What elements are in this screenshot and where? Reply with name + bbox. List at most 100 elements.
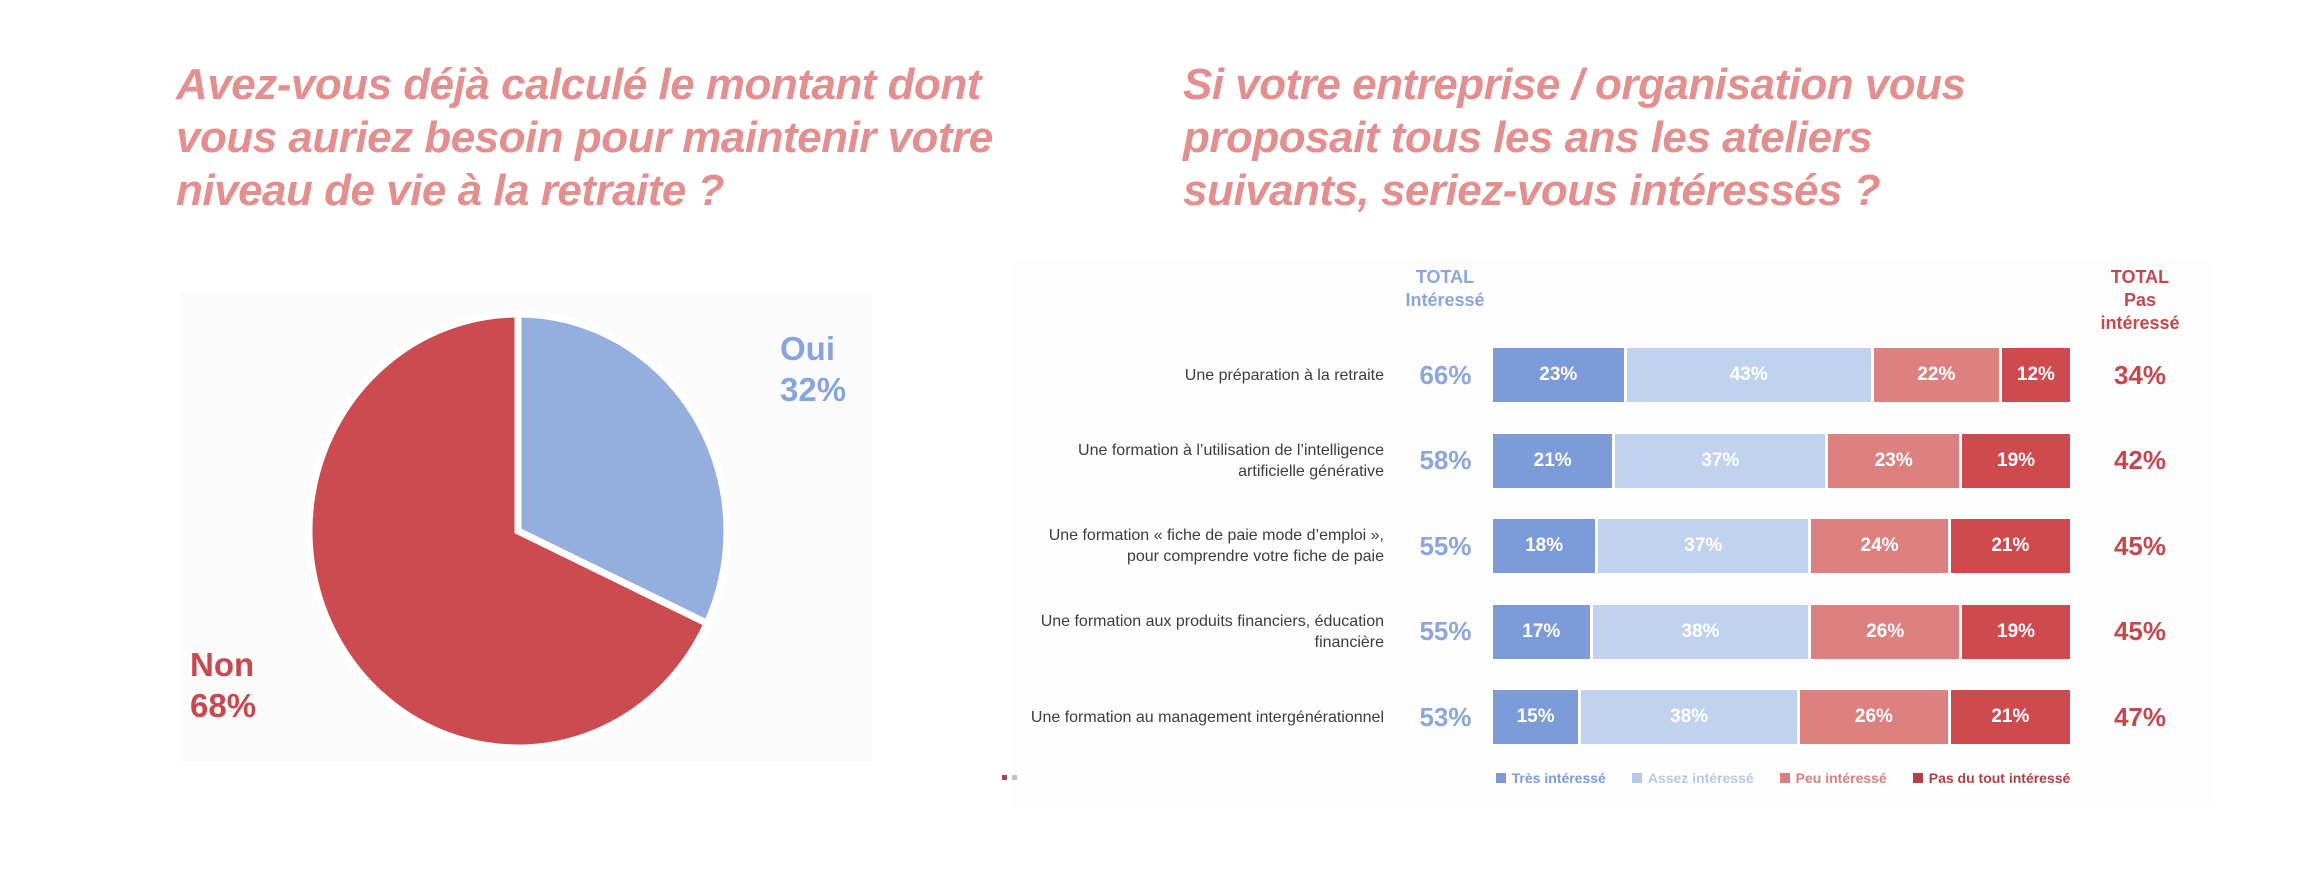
bar-segment: 37% [1612,433,1826,488]
pie-slice-non-name: Non [190,646,255,683]
legend-marker-icon [1912,773,1923,783]
bar-segment-value: 21% [1991,706,2030,727]
legend-marker-icon [1779,773,1790,783]
artifact-gray-square-icon [1012,775,1017,780]
bar-segment: 12% [1998,348,2070,402]
right-chart-title-line1: Si votre entreprise / organisation vous [1183,60,1966,109]
legend-item: Pas du tout intéressé [1912,770,2071,786]
bar-row: Une formation au management intergénérat… [1018,690,2210,744]
bar-row: Une préparation à la retraite 66% 23% 43%… [1018,348,2210,402]
pie-slice-oui [514,310,731,629]
bar-segment-value: 21% [1533,449,1572,471]
bar-segment-value: 37% [1684,535,1723,556]
total-interested-header: TOTAL Intéressé [1355,266,1535,312]
bar-segment-value: 21% [1991,535,2030,556]
pie-chart [305,310,731,752]
legend-item: Assez intéressé [1631,770,1754,786]
bar-segment: 15% [1493,690,1579,744]
bar-segment: 23% [1825,433,1960,488]
stacked-bar: 17% 38% 26% 19% [1493,604,2071,659]
total-not-interested-value: 45% [2113,530,2167,561]
category-label: Une préparation à la retraite [1184,366,1384,384]
total-interested-header-line2: Intéressé [1405,290,1485,310]
bar-segment-value: 18% [1525,535,1564,556]
bar-segment: 24% [1808,519,1948,573]
stacked-bar: 18% 37% 24% 21% [1493,519,2070,573]
left-chart-title-line2: vous auriez besoin pour maintenir votre [176,113,993,162]
bar-segment: 17% [1493,604,1590,659]
pie-slice-non-value: 68% [190,687,257,724]
legend-item-label: Pas du tout intéressé [1928,770,2071,786]
artifact-marks [1002,775,1017,780]
bar-segment-value: 23% [1539,364,1578,385]
legend: Très intéressé Assez intéressé Peu intér… [1493,766,2073,790]
right-chart-title-line2: proposait tous les ans les ateliers [1183,113,1873,162]
total-not-interested-header-line3: intéressé [2100,313,2180,333]
category-label: Une formation « fiche de paie mode d’emp… [1048,527,1384,565]
stacked-bar: 21% 37% 23% 19% [1493,433,2070,488]
category-label: Une formation à l’utilisation de l’intel… [1078,441,1384,480]
bar-segment-value: 12% [2016,364,2055,385]
bar-segment: 38% [1578,690,1798,744]
bar-row: Une formation « fiche de paie mode d’emp… [1018,519,2210,573]
right-chart-title: Si votre entreprise / organisation vous … [1183,58,2083,217]
bar-segment: 37% [1595,519,1809,573]
bar-segment-value: 37% [1701,449,1740,471]
bar-segment: 19% [1959,604,2071,659]
total-interested-value: 55% [1419,530,1472,561]
bar-segment: 19% [1959,433,2070,488]
bar-segment: 26% [1808,604,1960,659]
legend-marker-icon [1495,773,1506,783]
bar-segment: 21% [1493,433,1613,488]
bar-segment: 21% [1947,690,2071,744]
bar-row: Une formation aux produits financiers, é… [1018,604,2210,659]
legend-item: Peu intéressé [1779,770,1887,786]
total-not-interested-value: 42% [2113,445,2167,475]
stacked-bar: 15% 38% 26% 21% [1493,690,2071,744]
total-not-interested-value: 34% [2113,359,2167,390]
category-label: Une formation aux produits financiers, é… [1040,612,1384,651]
bar-segment-value: 38% [1681,620,1720,642]
legend-item-label: Assez intéressé [1647,770,1754,786]
total-interested-value: 66% [1419,359,1472,390]
total-not-interested-header-line1: TOTAL [2110,267,2170,287]
pie-slice-non [305,310,712,752]
bar-segment-value: 26% [1854,706,1893,727]
pie-slice-label-non: Non 68% [190,644,256,726]
total-not-interested-value: 47% [2113,701,2167,732]
bar-segment-value: 43% [1729,364,1768,385]
left-chart-title-line3: niveau de vie à la retraite ? [176,166,724,215]
bar-segment-value: 19% [1997,620,2036,642]
legend-item: Très intéressé [1495,770,1606,786]
bar-segment: 18% [1493,519,1596,573]
left-chart-title-line1: Avez-vous déjà calculé le montant dont [176,60,981,109]
bar-segment-value: 17% [1522,620,1561,642]
pie-slice-oui-name: Oui [780,330,835,367]
legend-marker-icon [1631,773,1642,783]
bar-segment-value: 19% [1997,449,2036,471]
bar-segment: 38% [1589,604,1809,659]
left-chart-title: Avez-vous déjà calculé le montant dont v… [176,58,1076,217]
artifact-red-square-icon [1002,775,1007,780]
total-not-interested-header-line2: Pas [2123,290,2157,310]
bar-segment: 22% [1870,348,1999,402]
bar-segment: 26% [1797,690,1948,744]
bar-segment: 23% [1493,348,1624,402]
pie-slice-label-oui: Oui 32% [780,328,846,410]
bar-segment-value: 22% [1917,364,1956,385]
total-interested-value: 58% [1419,445,1472,475]
bar-segment-value: 26% [1866,620,1905,642]
bar-segment: 43% [1623,348,1871,402]
category-label: Une formation au management intergénérat… [1030,708,1384,726]
bar-row: Une formation à l’utilisation de l’intel… [1018,433,2210,488]
pie-slice-oui-value: 32% [780,371,847,408]
bar-segment-value: 15% [1516,706,1555,727]
bar-segment-value: 23% [1874,449,1913,471]
bar-segment-value: 38% [1670,706,1709,727]
stacked-bar-chart: Une préparation à la retraite 66% 23% 43%… [1018,0,2210,872]
total-interested-value: 53% [1419,701,1472,732]
legend-item-label: Peu intéressé [1795,770,1887,786]
bar-segment-value: 24% [1860,535,1899,556]
legend-item-label: Très intéressé [1511,770,1606,786]
bar-segment: 21% [1947,519,2070,573]
